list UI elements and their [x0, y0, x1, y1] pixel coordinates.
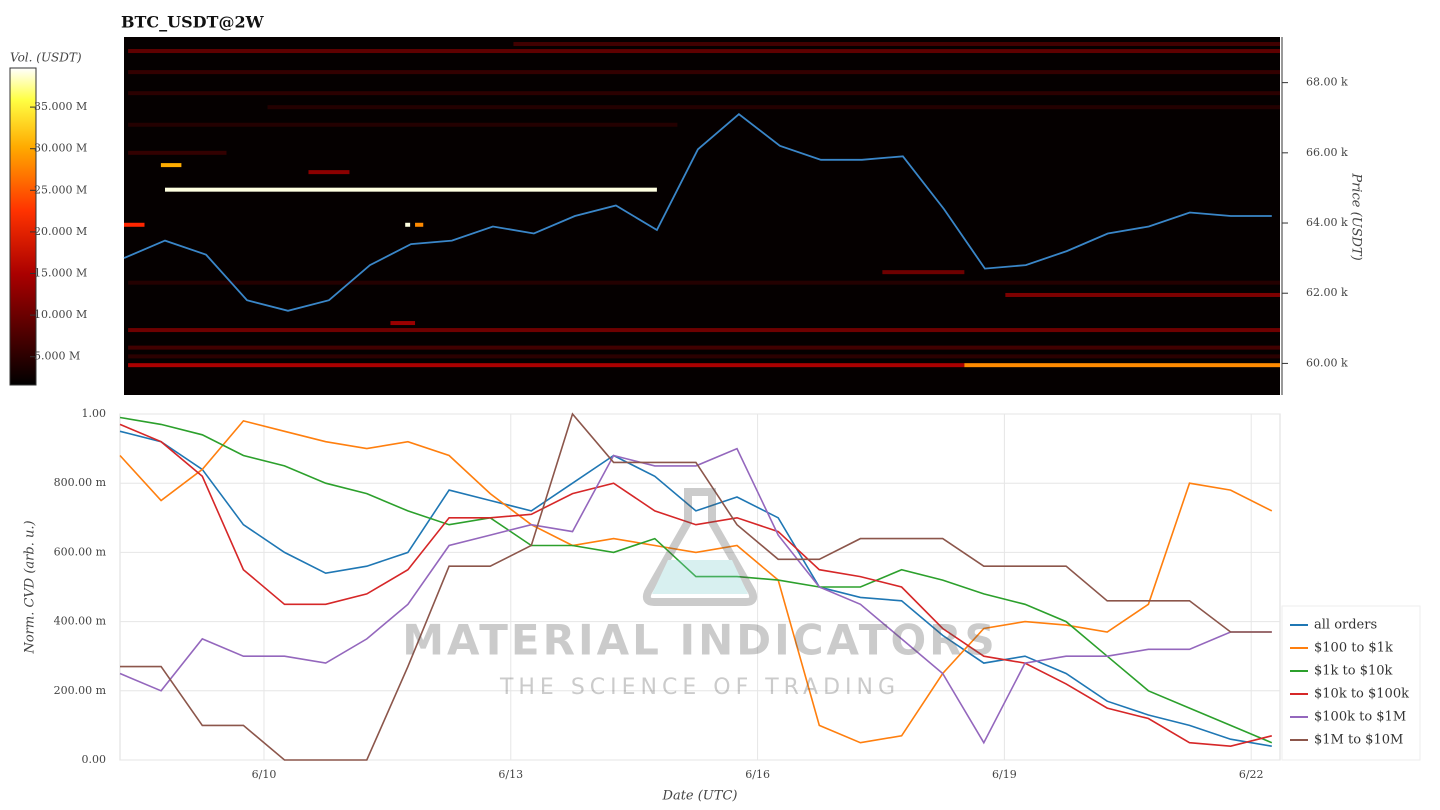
heatmap-level	[390, 321, 416, 326]
watermark: MATERIAL INDICATORS THE SCIENCE OF TRADI…	[402, 488, 998, 700]
y-tick-label: 66.00 k	[1306, 146, 1348, 159]
y-tick-label: 600.00 m	[54, 545, 107, 558]
heatmap-level	[405, 222, 411, 227]
heatmap-level	[267, 105, 1280, 110]
heatmap-level	[128, 363, 965, 368]
legend-label: all orders	[1314, 618, 1377, 633]
legend-label: $10k to $100k	[1314, 687, 1409, 702]
y-tick-label: 62.00 k	[1306, 286, 1348, 299]
chart-title: BTC_USDT@2W	[121, 13, 265, 32]
heatmap-panel: 60.00 k 62.00 k 64.00 k 66.00 k 68.00 k 5.000…	[30, 37, 1348, 395]
x-axis-label: Date (UTC)	[662, 789, 738, 804]
cvd-line	[120, 412, 1272, 761]
y-tick-label: 68.00 k	[1306, 76, 1348, 89]
y-tick-label: 1.00	[82, 407, 107, 420]
y-tick-label: 0.00	[82, 753, 107, 766]
cvd-line	[119, 423, 1272, 748]
cvd-line	[119, 420, 1273, 744]
colorbar	[9, 67, 37, 386]
heatmap-level	[128, 49, 1281, 54]
x-tick-label: 6/13	[498, 768, 523, 781]
price-line	[123, 113, 1272, 312]
plot-background	[124, 37, 1280, 395]
heatmap-level	[1005, 292, 1280, 297]
cvd-line	[119, 416, 1273, 744]
colorbar-tick-label: 35.000 M	[34, 100, 87, 113]
legend-box	[1281, 605, 1421, 761]
colorbar-tick-label: 30.000 M	[34, 142, 87, 155]
heatmap-level	[882, 270, 965, 275]
legend-label: $1k to $10k	[1314, 664, 1393, 679]
watermark-title: MATERIAL INDICATORS	[402, 616, 998, 665]
y-axis-label: Norm. CVD (arb. u.)	[23, 520, 38, 654]
legend-label: $1M to $10M	[1314, 733, 1403, 748]
y-tick-label: 200.00 m	[54, 684, 107, 697]
heatmap-level	[128, 345, 1281, 350]
colorbar-tick-label: 20.000 M	[34, 225, 87, 238]
y-tick-label: 64.00 k	[1306, 216, 1348, 229]
heatmap-level	[415, 222, 424, 227]
heatmap-level	[128, 150, 227, 155]
y-tick-label: 60.00 k	[1306, 356, 1348, 369]
heatmap-level	[124, 222, 145, 227]
heatmap-level	[128, 354, 1281, 359]
x-tick-label: 6/16	[745, 768, 770, 781]
plot-area	[119, 413, 1281, 761]
heatmap-level	[308, 170, 350, 175]
colorbar-tick-label: 5.000 M	[34, 350, 80, 363]
watermark-icon	[652, 560, 748, 594]
cvd-line	[119, 447, 1272, 745]
watermark-icon	[642, 488, 758, 606]
x-tick-label: 6/19	[992, 768, 1017, 781]
colorbar-label: Vol. (USDT)	[10, 51, 82, 65]
heatmap-level	[128, 328, 1281, 333]
cvd-line	[119, 430, 1272, 747]
y-tick-label: 400.00 m	[54, 615, 107, 628]
y-axis-label: Price (USDT)	[1349, 172, 1364, 260]
legend-label: $100 to $1k	[1314, 641, 1393, 656]
legend-label: $100k to $1M	[1314, 710, 1406, 725]
y-tick-label: 800.00 m	[54, 476, 107, 489]
x-tick-label: 6/22	[1239, 768, 1264, 781]
heatmap-level	[160, 163, 182, 168]
colorbar-tick-label: 25.000 M	[34, 183, 87, 196]
heatmap-level	[964, 363, 1280, 368]
heatmap-level	[513, 42, 1280, 47]
heatmap-level	[164, 187, 657, 192]
heatmap-level	[128, 70, 1281, 75]
colorbar-tick-label: 15.000 M	[34, 267, 87, 280]
x-tick-label: 6/10	[252, 768, 277, 781]
heatmap-level	[128, 280, 1281, 285]
cvd-panel: 0.00 200.00 m 400.00 m 600.00 m 800.00 m 1.00…	[54, 407, 1421, 781]
heatmap-level	[128, 122, 678, 127]
colorbar-tick-label: 10.000 M	[34, 308, 87, 321]
heatmap-level	[128, 91, 1281, 96]
watermark-subtitle: THE SCIENCE OF TRADING	[499, 675, 900, 700]
